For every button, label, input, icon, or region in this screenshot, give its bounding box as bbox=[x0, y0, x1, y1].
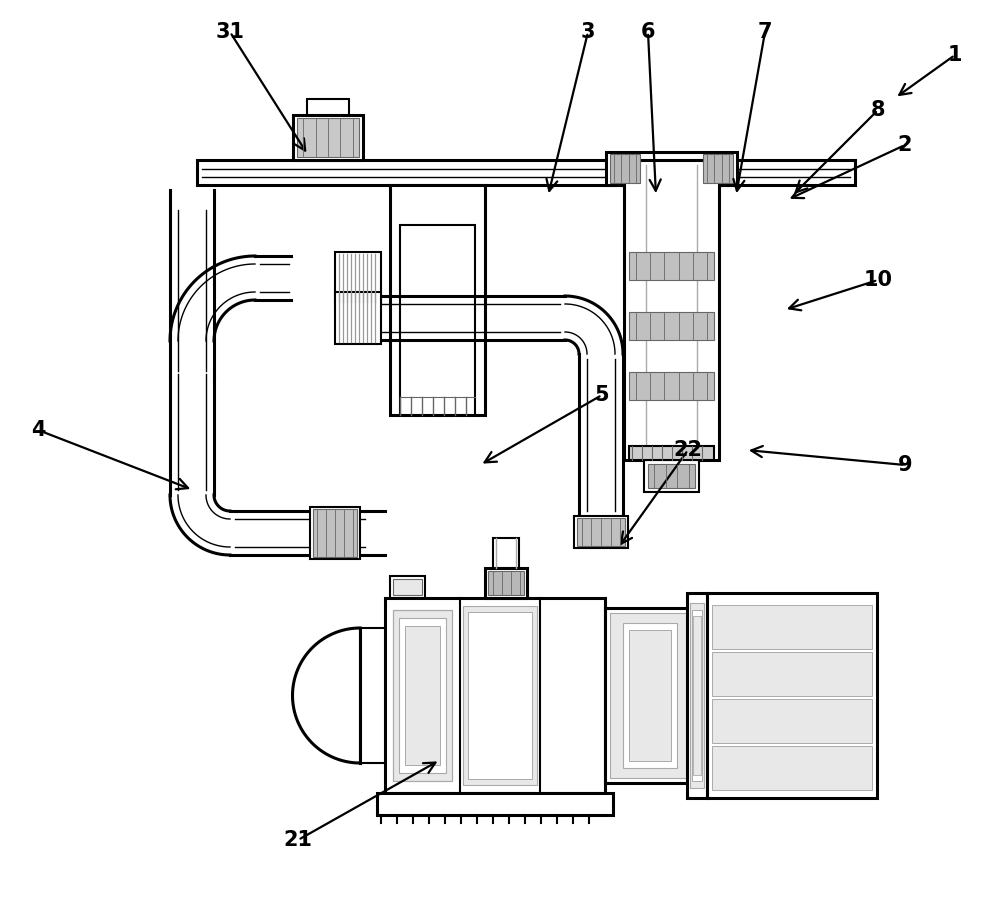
Text: 10: 10 bbox=[864, 270, 893, 290]
Text: 21: 21 bbox=[284, 830, 312, 850]
Bar bbox=[390, 185, 485, 415]
Bar bbox=[360, 628, 385, 763]
Bar bbox=[293, 115, 363, 160]
Bar bbox=[577, 518, 625, 546]
Text: 31: 31 bbox=[216, 22, 244, 42]
Bar bbox=[629, 252, 714, 280]
Bar bbox=[629, 372, 714, 400]
Bar bbox=[623, 623, 677, 768]
Bar bbox=[468, 612, 532, 779]
Bar bbox=[393, 610, 452, 781]
Bar bbox=[712, 699, 872, 743]
Text: 2: 2 bbox=[898, 135, 912, 155]
Bar bbox=[335, 252, 381, 304]
Text: 22: 22 bbox=[674, 440, 702, 460]
Bar bbox=[712, 652, 872, 696]
Bar bbox=[393, 579, 422, 595]
Bar bbox=[493, 538, 519, 568]
Text: 3: 3 bbox=[581, 22, 595, 42]
Bar bbox=[377, 793, 613, 815]
Bar bbox=[197, 160, 855, 185]
Bar bbox=[624, 160, 719, 460]
Text: 6: 6 bbox=[641, 22, 655, 42]
Bar bbox=[488, 571, 524, 595]
Bar bbox=[712, 746, 872, 790]
Bar bbox=[485, 568, 527, 598]
Bar bbox=[605, 608, 695, 783]
Text: 7: 7 bbox=[758, 22, 772, 42]
Bar bbox=[644, 460, 699, 492]
Text: 9: 9 bbox=[898, 455, 912, 475]
Bar bbox=[712, 605, 872, 649]
Bar bbox=[463, 606, 537, 785]
Bar bbox=[629, 446, 714, 460]
Bar bbox=[692, 610, 702, 781]
Bar bbox=[610, 154, 640, 183]
Bar bbox=[335, 292, 381, 344]
Bar bbox=[399, 618, 446, 773]
Bar bbox=[385, 598, 605, 793]
Text: 5: 5 bbox=[595, 385, 609, 405]
Bar bbox=[687, 593, 707, 798]
Bar bbox=[648, 464, 695, 488]
Bar bbox=[610, 613, 690, 778]
Bar bbox=[400, 225, 475, 415]
Text: 8: 8 bbox=[871, 100, 885, 120]
Bar bbox=[629, 312, 714, 340]
Bar bbox=[690, 603, 704, 788]
Text: 1: 1 bbox=[948, 45, 962, 65]
Bar bbox=[606, 152, 737, 185]
Bar bbox=[297, 118, 359, 157]
Bar bbox=[574, 516, 628, 548]
Bar bbox=[629, 630, 671, 761]
Bar bbox=[307, 99, 349, 115]
Bar bbox=[310, 507, 360, 559]
Bar bbox=[707, 593, 877, 798]
Bar bbox=[390, 576, 425, 598]
Bar bbox=[313, 509, 357, 557]
Bar bbox=[405, 626, 440, 765]
Bar bbox=[693, 616, 701, 775]
Text: 4: 4 bbox=[31, 420, 45, 440]
Bar bbox=[703, 154, 733, 183]
